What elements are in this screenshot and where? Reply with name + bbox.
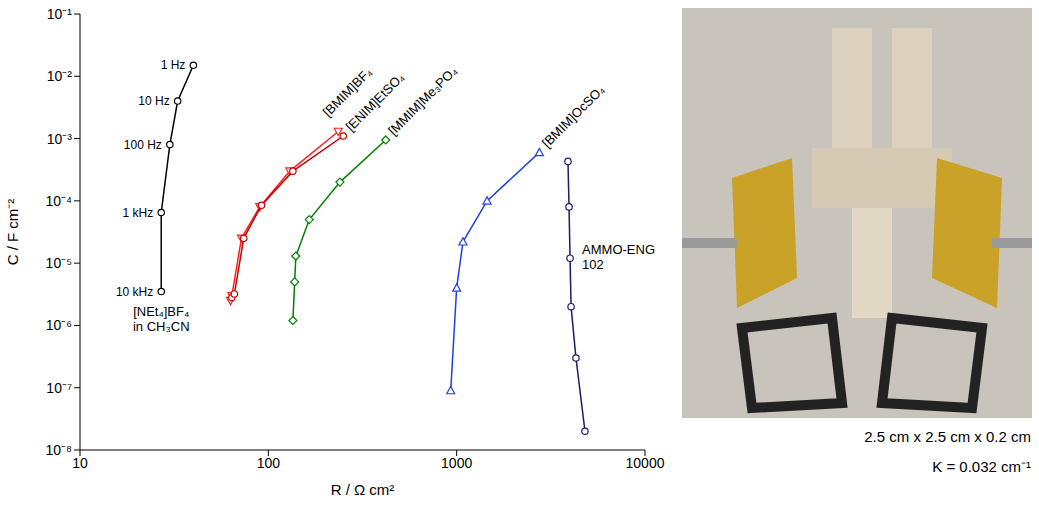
svg-text:10⁻⁸: 10⁻⁸	[46, 442, 73, 458]
svg-text:1000: 1000	[441, 455, 472, 471]
svg-text:10⁻⁷: 10⁻⁷	[46, 380, 72, 396]
svg-text:[ENIM]EtSO₄: [ENIM]EtSO₄	[342, 69, 408, 135]
html-text:2.5 cm x 2.5 cm x 0.2 cm: 2.5 cm x 2.5 cm x 0.2 cm	[864, 428, 1031, 445]
svg-text:[NEt₄]BF₄in CH₃CN: [NEt₄]BF₄in CH₃CN	[133, 304, 190, 334]
svg-text:10⁻⁶: 10⁻⁶	[46, 317, 72, 333]
svg-text:10000: 10000	[626, 455, 665, 471]
svg-text:R / Ω cm²: R / Ω cm²	[331, 481, 395, 498]
svg-text:10 Hz: 10 Hz	[138, 94, 169, 108]
html-text:K = 0.032 cm⁻¹: K = 0.032 cm⁻¹	[932, 458, 1031, 475]
svg-text:10⁻¹: 10⁻¹	[47, 6, 73, 22]
svg-text:100 Hz: 100 Hz	[124, 138, 162, 152]
svg-text:10 kHz: 10 kHz	[116, 285, 153, 299]
svg-text:1 Hz: 1 Hz	[161, 58, 186, 72]
svg-text:100: 100	[257, 455, 281, 471]
svg-text:10: 10	[72, 455, 88, 471]
svg-text:[MMIM]Me₃PO₄: [MMIM]Me₃PO₄	[385, 63, 460, 138]
svg-text:[BMIM]BF₄: [BMIM]BF₄	[319, 64, 375, 120]
svg-text:10⁻⁵: 10⁻⁵	[46, 255, 72, 271]
svg-text:[BMIM]OcSO₄: [BMIM]OcSO₄	[539, 82, 608, 151]
svg-text:1 kHz: 1 kHz	[123, 206, 154, 220]
svg-text:C / F cm⁻²: C / F cm⁻²	[4, 199, 21, 266]
svg-text:10⁻³: 10⁻³	[47, 131, 73, 147]
svg-text:10⁻²: 10⁻²	[47, 68, 73, 84]
svg-text:AMMO-ENG102: AMMO-ENG102	[582, 242, 655, 272]
svg-text:10⁻⁴: 10⁻⁴	[45, 193, 72, 209]
